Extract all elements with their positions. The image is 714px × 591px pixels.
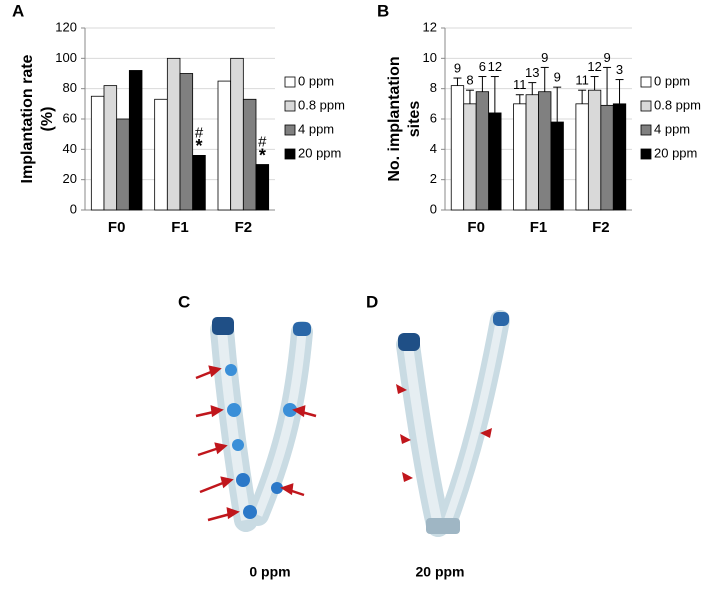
n-label: 11: [513, 77, 527, 92]
n-label: 6: [479, 59, 486, 74]
y-tick-label: 100: [55, 50, 77, 65]
legend-swatch: [284, 124, 296, 136]
n-label: 9: [554, 70, 561, 85]
bar: [600, 104, 614, 211]
bar: [538, 91, 552, 211]
bar: [488, 112, 502, 211]
bar: [550, 121, 564, 211]
legend-swatch: [284, 148, 296, 160]
legend-label: 0.8 ppm: [298, 97, 345, 112]
y-tick-label: 10: [423, 50, 437, 65]
bar: [575, 103, 589, 211]
y-axis-label: No. implantation: [386, 56, 403, 181]
x-tick-label: F0: [467, 219, 485, 236]
y-tick-label: 80: [63, 80, 77, 95]
y-tick-label: 4: [430, 141, 437, 156]
legend-label: 4 ppm: [654, 121, 690, 136]
n-label: 13: [525, 65, 539, 80]
legend-swatch: [284, 100, 296, 112]
x-tick-label: F2: [235, 219, 253, 236]
bar: [217, 80, 232, 211]
bar: [103, 85, 118, 211]
legend-label: 20 ppm: [654, 145, 697, 160]
bar: [166, 57, 181, 211]
y-axis-label: (%): [39, 107, 56, 132]
legend-swatch: [640, 124, 652, 136]
y-axis-label: sites: [406, 101, 423, 138]
bar: [192, 154, 206, 211]
y-tick-label: 120: [55, 19, 77, 34]
significance-mark: #: [195, 124, 204, 141]
bar: [230, 57, 244, 211]
legend-swatch: [640, 148, 652, 160]
n-label: 9: [454, 60, 461, 75]
y-tick-label: 6: [430, 110, 437, 125]
legend-label: 0 ppm: [298, 73, 334, 88]
n-label: 8: [466, 73, 473, 88]
legend-swatch: [640, 76, 652, 88]
bar: [475, 91, 490, 211]
photo-c: [195, 317, 317, 532]
y-tick-label: 40: [63, 141, 77, 156]
y-tick-label: 8: [430, 80, 437, 95]
y-tick-label: 2: [430, 171, 437, 186]
significance-mark: *: [259, 145, 266, 165]
photo-caption: 20 ppm: [415, 564, 464, 580]
bar: [612, 103, 627, 211]
bar: [242, 98, 257, 211]
n-label: 9: [541, 50, 548, 65]
legend-swatch: [284, 76, 296, 88]
bar: [128, 70, 143, 211]
panel-label: B: [377, 1, 389, 20]
n-label: 9: [603, 50, 610, 65]
bar: [90, 95, 105, 211]
x-tick-label: F1: [171, 219, 189, 236]
y-tick-label: 0: [430, 201, 437, 216]
panel-label: C: [178, 292, 190, 311]
x-tick-label: F2: [592, 219, 610, 236]
legend-label: 4 ppm: [298, 121, 334, 136]
y-tick-label: 12: [423, 19, 437, 34]
n-label: 12: [587, 59, 601, 74]
legend-label: 20 ppm: [298, 145, 341, 160]
bar: [116, 118, 130, 211]
y-tick-label: 60: [63, 110, 77, 125]
bar: [450, 85, 465, 211]
bar: [525, 94, 539, 211]
photo-d: [396, 310, 510, 537]
significance-mark: *: [195, 136, 202, 156]
n-label: 3: [616, 62, 623, 77]
x-tick-label: F1: [530, 219, 548, 236]
n-label: 12: [488, 59, 502, 74]
y-axis-label: Implantation rate: [19, 54, 36, 183]
bar: [179, 73, 194, 211]
panel-label: A: [12, 1, 24, 20]
significance-mark: #: [258, 133, 267, 150]
n-label: 11: [575, 73, 589, 88]
legend-swatch: [640, 100, 652, 112]
bar: [587, 89, 602, 211]
legend-label: 0.8 ppm: [654, 97, 701, 112]
bar: [154, 98, 168, 211]
bar: [513, 103, 527, 211]
bar: [463, 103, 477, 211]
panel-label: D: [366, 292, 378, 311]
x-tick-label: F0: [108, 219, 126, 236]
y-tick-label: 20: [63, 171, 77, 186]
photo-caption: 0 ppm: [249, 564, 290, 580]
y-tick-label: 0: [70, 201, 77, 216]
bar: [255, 164, 270, 211]
legend-label: 0 ppm: [654, 73, 690, 88]
